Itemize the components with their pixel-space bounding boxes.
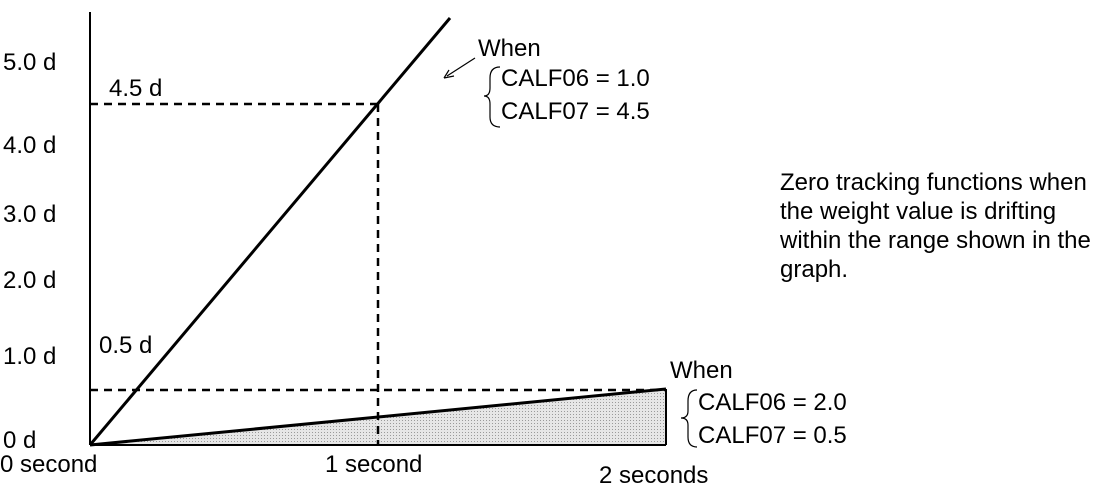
reference-label-0-5d: 0.5 d bbox=[99, 332, 152, 359]
x-tick-label: 1 second bbox=[325, 451, 422, 478]
upper-callout-brace bbox=[483, 66, 501, 128]
zero-tracking-note: Zero tracking functions when the weight … bbox=[780, 169, 1091, 283]
y-tick-label: 2.0 d bbox=[3, 267, 56, 294]
reference-label-4-5d: 4.5 d bbox=[109, 75, 162, 102]
callout-arrowhead bbox=[443, 69, 455, 79]
lower-callout-line2: CALF07 = 0.5 bbox=[698, 422, 847, 449]
x-tick-label: 2 seconds bbox=[599, 462, 708, 488]
y-tick-label: 4.0 d bbox=[3, 132, 56, 159]
y-tick-label: 3.0 d bbox=[3, 201, 56, 228]
x-tick-label: 0 second bbox=[0, 451, 97, 478]
callout-arrow bbox=[446, 57, 476, 77]
steep-line-calf06-1-0 bbox=[88, 17, 452, 446]
upper-callout-line1: CALF06 = 1.0 bbox=[501, 65, 650, 92]
y-tick-label: 5.0 d bbox=[3, 49, 56, 76]
shallow-line-calf06-2-0 bbox=[89, 387, 667, 447]
upper-callout-line2: CALF07 = 4.5 bbox=[501, 98, 650, 125]
lower-callout-brace bbox=[680, 389, 698, 448]
lower-callout-when: When bbox=[670, 357, 733, 384]
upper-callout-when: When bbox=[478, 35, 541, 62]
y-tick-label: 1.0 d bbox=[3, 343, 56, 370]
y-tick-label: 0 d bbox=[3, 427, 36, 454]
lower-callout-line1: CALF06 = 2.0 bbox=[698, 389, 847, 416]
